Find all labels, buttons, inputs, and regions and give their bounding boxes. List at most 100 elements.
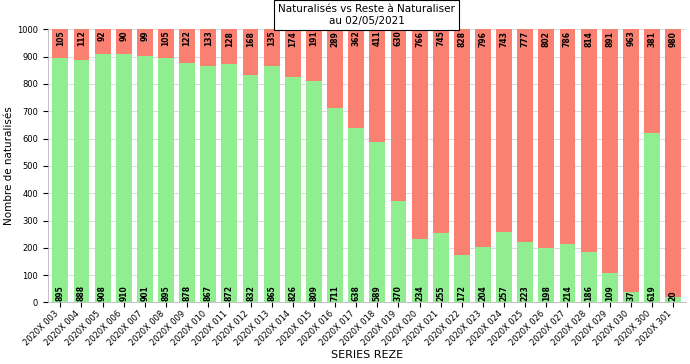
- Bar: [412, 29, 428, 238]
- Text: 963: 963: [627, 31, 635, 47]
- Bar: [412, 238, 428, 302]
- Bar: [52, 29, 68, 58]
- Text: 128: 128: [225, 31, 234, 47]
- Text: 832: 832: [246, 285, 255, 301]
- Bar: [116, 54, 132, 302]
- Text: 133: 133: [204, 31, 213, 47]
- Bar: [644, 29, 660, 133]
- Bar: [602, 273, 618, 302]
- Bar: [433, 29, 448, 233]
- Bar: [158, 58, 174, 302]
- Bar: [285, 77, 301, 302]
- Bar: [475, 247, 491, 302]
- Text: 257: 257: [500, 285, 509, 301]
- X-axis label: SERIES REZE: SERIES REZE: [331, 350, 403, 360]
- Text: 901: 901: [140, 285, 149, 301]
- Bar: [496, 232, 512, 302]
- Bar: [560, 29, 575, 244]
- Text: 90: 90: [119, 31, 128, 41]
- Text: 867: 867: [204, 285, 213, 301]
- Bar: [74, 60, 90, 302]
- Text: 135: 135: [267, 31, 276, 46]
- Text: 828: 828: [457, 31, 466, 47]
- Text: 878: 878: [183, 285, 192, 301]
- Bar: [538, 248, 554, 302]
- Text: 186: 186: [584, 285, 593, 301]
- Text: 109: 109: [605, 285, 614, 301]
- Bar: [665, 297, 681, 302]
- Bar: [264, 29, 279, 66]
- Text: 786: 786: [563, 31, 572, 47]
- Text: 895: 895: [56, 285, 65, 301]
- Bar: [95, 55, 110, 302]
- Text: 214: 214: [563, 285, 572, 301]
- Bar: [306, 29, 322, 82]
- Bar: [475, 29, 491, 247]
- Text: 255: 255: [436, 286, 445, 301]
- Bar: [581, 252, 597, 302]
- Text: 711: 711: [331, 285, 339, 301]
- Bar: [348, 29, 364, 128]
- Text: 20: 20: [669, 290, 678, 301]
- Text: 105: 105: [56, 31, 65, 46]
- Text: 630: 630: [394, 31, 403, 47]
- Bar: [200, 29, 216, 66]
- Text: 895: 895: [161, 285, 170, 301]
- Bar: [306, 82, 322, 302]
- Bar: [348, 128, 364, 302]
- Bar: [243, 29, 259, 75]
- Bar: [518, 29, 533, 242]
- Text: 888: 888: [77, 285, 86, 301]
- Bar: [496, 29, 512, 232]
- Bar: [243, 75, 259, 302]
- Text: 910: 910: [119, 285, 128, 301]
- Bar: [623, 29, 639, 292]
- Text: 411: 411: [373, 31, 382, 47]
- Text: 92: 92: [98, 31, 107, 41]
- Text: 814: 814: [584, 31, 593, 47]
- Bar: [285, 29, 301, 77]
- Bar: [327, 29, 343, 108]
- Bar: [74, 29, 90, 60]
- Text: 37: 37: [627, 290, 635, 301]
- Text: 766: 766: [415, 31, 424, 47]
- Text: 802: 802: [542, 31, 551, 47]
- Bar: [327, 108, 343, 302]
- Text: 638: 638: [352, 285, 361, 301]
- Text: 174: 174: [288, 31, 297, 47]
- Bar: [602, 29, 618, 273]
- Text: 826: 826: [288, 285, 297, 301]
- Bar: [158, 29, 174, 58]
- Bar: [538, 29, 554, 248]
- Bar: [264, 66, 279, 302]
- Text: 191: 191: [309, 31, 318, 47]
- Bar: [433, 233, 448, 302]
- Bar: [391, 29, 406, 201]
- Bar: [391, 201, 406, 302]
- Text: 362: 362: [352, 31, 361, 47]
- Text: 777: 777: [521, 31, 530, 47]
- Text: 99: 99: [140, 31, 149, 41]
- Text: 234: 234: [415, 285, 424, 301]
- Text: 122: 122: [183, 31, 192, 47]
- Text: 198: 198: [542, 285, 551, 301]
- Bar: [221, 29, 237, 64]
- Bar: [179, 29, 195, 63]
- Text: 743: 743: [500, 31, 509, 47]
- Text: 289: 289: [331, 31, 339, 47]
- Bar: [623, 292, 639, 302]
- Bar: [200, 66, 216, 302]
- Bar: [369, 142, 385, 302]
- Text: 619: 619: [647, 285, 656, 301]
- Text: 796: 796: [478, 31, 487, 47]
- Bar: [137, 29, 152, 56]
- Bar: [369, 29, 385, 142]
- Text: 223: 223: [521, 285, 530, 301]
- Bar: [454, 29, 470, 256]
- Text: 172: 172: [457, 285, 466, 301]
- Text: 370: 370: [394, 285, 403, 301]
- Bar: [52, 58, 68, 302]
- Text: 168: 168: [246, 31, 255, 47]
- Text: 865: 865: [267, 285, 276, 301]
- Text: 381: 381: [647, 31, 656, 47]
